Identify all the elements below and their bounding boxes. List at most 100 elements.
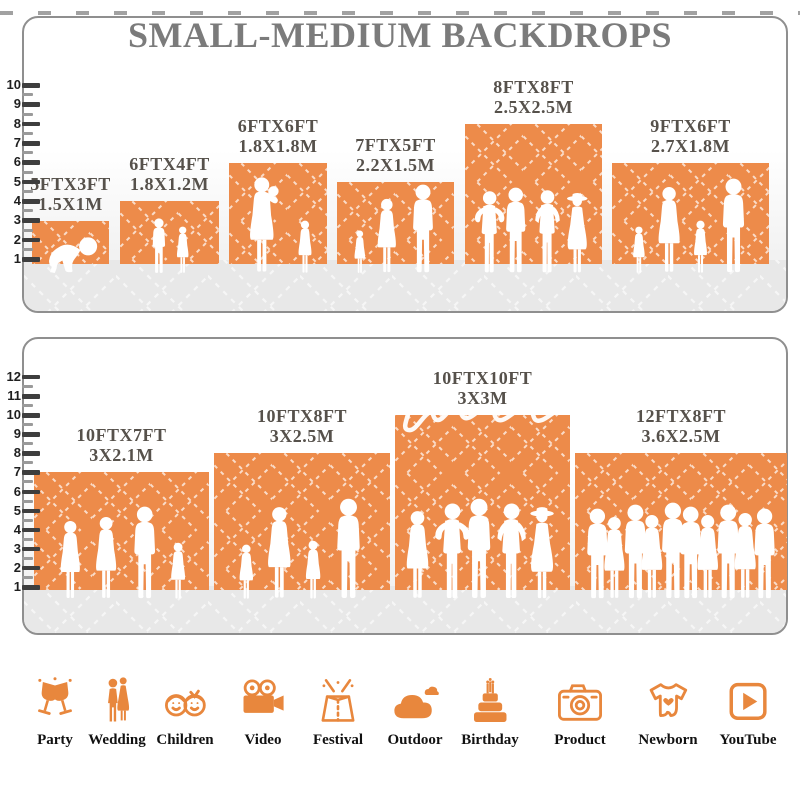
axis-minor-tick	[22, 384, 33, 388]
axis-major-tick	[22, 489, 40, 494]
category-item: Festival	[312, 676, 364, 749]
axis-major-tick	[22, 432, 40, 437]
axis-major-tick	[22, 546, 40, 552]
axis-minor-tick	[22, 556, 33, 560]
category-item: Video	[237, 676, 289, 749]
size-ft: 10FTX10FT	[432, 368, 533, 388]
small-medium-panel: 1 2 3 4 5 6 7 8 9 10 5FTX3FT 1.5X1M 6FTX4FT 1.8X1.2…	[7, 16, 788, 313]
axis-major-tick	[22, 102, 40, 107]
axis-minor-tick	[22, 423, 33, 427]
axis-tick-label: 8	[13, 445, 21, 461]
axis-tick-label: 1	[13, 251, 21, 266]
category-label: Wedding	[88, 732, 146, 748]
backdrop-block	[612, 163, 769, 273]
axis-tick-label: 2	[13, 231, 21, 247]
category-item: Children	[156, 676, 214, 749]
axis-tick-label: 10	[6, 77, 21, 93]
backdrop-block	[337, 182, 454, 273]
axis-minor-tick	[22, 247, 33, 251]
festival-icon	[312, 676, 364, 728]
axis-tick-label: 7	[13, 135, 21, 151]
axis-tick-label: 1	[13, 579, 21, 594]
people-silhouettes	[632, 178, 744, 273]
category-label: Birthday	[461, 732, 519, 748]
size-ft: 6FTX6FT	[237, 116, 319, 136]
axis-tick-label: 12	[6, 368, 21, 384]
axis-major-tick	[22, 83, 40, 88]
category-label: YouTube	[719, 732, 777, 748]
axis-minor-tick	[22, 112, 33, 116]
backdrop-block	[465, 124, 602, 273]
axis-tick-label: 9	[13, 96, 21, 112]
axis-tick-label: 4	[13, 193, 21, 208]
size-ft: 9FTX6FT	[650, 116, 731, 136]
backdrop-block	[395, 415, 570, 599]
size-ft: 5FTX3FT	[30, 174, 111, 194]
category-item: Outdoor	[387, 676, 443, 749]
video-icon	[237, 676, 289, 728]
axis-major-tick	[22, 585, 40, 590]
backdrop-size-label: 12FTX8FT 3.6X2.5M	[636, 406, 726, 446]
category-label: Product	[554, 732, 606, 748]
backdrop-block	[214, 453, 390, 599]
category-label: Children	[156, 732, 214, 748]
axis-minor-tick	[22, 170, 33, 174]
category-label: Festival	[313, 732, 363, 748]
category-item: YouTube	[719, 676, 777, 749]
axis-minor-tick	[22, 228, 33, 232]
people-silhouettes	[239, 498, 360, 599]
size-m: 1.5X1M	[38, 194, 103, 214]
category-item: Party	[29, 676, 81, 749]
size-m: 3X3M	[457, 388, 508, 408]
axis-minor-tick	[22, 131, 33, 135]
size-m: 3X2.5M	[269, 426, 335, 446]
axis-minor-tick	[22, 518, 33, 522]
axis-minor-tick	[22, 461, 33, 465]
newborn-icon	[638, 676, 697, 728]
size-m: 3.6X2.5M	[641, 426, 721, 446]
category-label: Newborn	[638, 732, 698, 748]
people-silhouettes	[474, 187, 587, 273]
backdrop-size-label: 6FTX6FT 1.8X1.8M	[238, 116, 319, 156]
people-silhouettes	[587, 502, 775, 599]
backdrop-size-label: 10FTX8FT 3X2.5M	[257, 406, 347, 446]
axis-tick-label: 10	[6, 407, 21, 423]
axis-tick-label: 7	[13, 464, 21, 480]
axis-major-tick	[22, 374, 40, 380]
children-icon	[156, 676, 213, 728]
axis-major-tick	[22, 257, 40, 262]
category-label: Party	[37, 732, 73, 748]
axis-tick-label: 5	[13, 173, 21, 189]
category-label: Video	[244, 732, 282, 748]
axis-tick-label: 6	[13, 483, 21, 499]
axis-tick-label: 6	[13, 154, 21, 170]
axis-major-tick	[22, 508, 40, 514]
backdrop-block	[229, 163, 327, 273]
backdrop-size-label: 10FTX10FT 3X3M	[433, 368, 533, 408]
axis-minor-tick	[22, 404, 33, 408]
axis-tick-label: 9	[13, 426, 21, 442]
party-icon	[29, 676, 81, 728]
axis-minor-tick	[22, 499, 33, 503]
axis-major-tick	[22, 413, 40, 418]
people-silhouettes	[152, 218, 188, 273]
backdrop-block	[32, 221, 109, 274]
size-m: 1.8X1.8M	[238, 136, 318, 156]
product-icon	[554, 676, 606, 728]
axis-major-tick	[22, 451, 40, 456]
axis-minor-tick	[22, 537, 33, 541]
size-ft: 7FTX5FT	[355, 135, 436, 155]
axis-tick-label: 3	[13, 212, 21, 228]
axis-major-tick	[22, 141, 40, 146]
category-label: Outdoor	[387, 732, 443, 748]
axis-major-tick	[22, 121, 40, 127]
axis-tick-label: 4	[13, 521, 21, 537]
size-ft: 10FTX7FT	[76, 425, 167, 445]
axis-major-tick	[22, 237, 40, 243]
axis-minor-tick	[22, 442, 33, 446]
backdrop-size-label: 10FTX7FT 3X2.1M	[76, 425, 166, 465]
size-m: 2.5X2.5M	[493, 97, 573, 117]
people-silhouettes	[354, 184, 433, 273]
axis-major-tick	[22, 394, 40, 399]
